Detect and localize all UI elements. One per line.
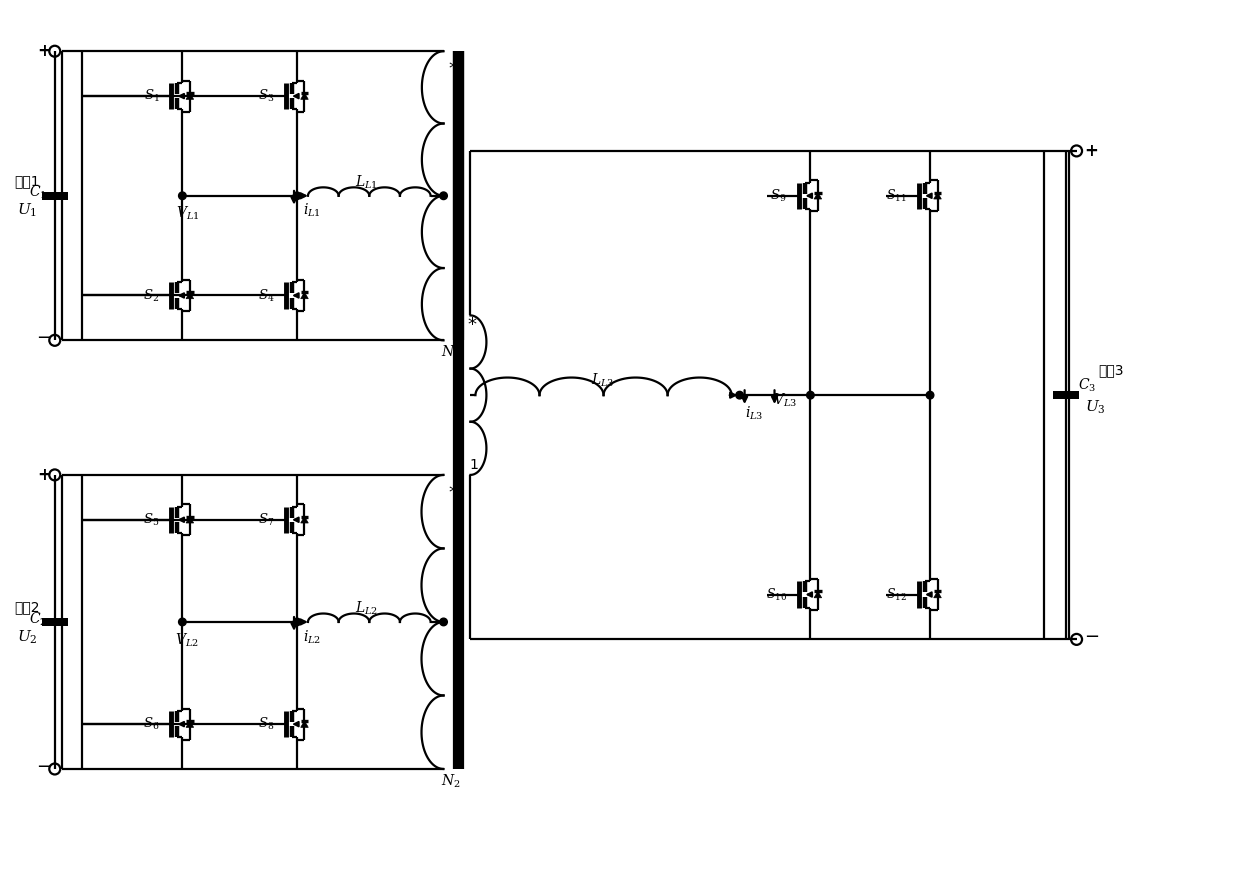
Text: $L_{L1}$: $L_{L1}$ bbox=[355, 174, 378, 190]
Text: 端口3: 端口3 bbox=[1099, 363, 1125, 377]
Text: $S_4$: $S_4$ bbox=[258, 287, 274, 303]
Text: $N_1$: $N_1$ bbox=[441, 344, 460, 361]
Polygon shape bbox=[300, 93, 309, 100]
Text: $V_{L2}$: $V_{L2}$ bbox=[176, 631, 200, 649]
Circle shape bbox=[926, 392, 934, 399]
Polygon shape bbox=[815, 591, 822, 598]
Circle shape bbox=[293, 619, 301, 626]
Text: $S_2$: $S_2$ bbox=[144, 287, 160, 303]
Text: $S_5$: $S_5$ bbox=[144, 512, 160, 528]
Text: *: * bbox=[448, 61, 458, 78]
Polygon shape bbox=[186, 721, 193, 727]
Circle shape bbox=[293, 192, 301, 199]
Text: $S_3$: $S_3$ bbox=[258, 88, 274, 104]
Text: $N_2$: $N_2$ bbox=[440, 773, 460, 789]
Text: −: − bbox=[36, 329, 51, 347]
Text: 端口2: 端口2 bbox=[14, 600, 40, 614]
Text: $S_1$: $S_1$ bbox=[144, 88, 159, 104]
Polygon shape bbox=[186, 292, 193, 299]
Circle shape bbox=[440, 192, 448, 199]
Text: −: − bbox=[36, 758, 51, 776]
Polygon shape bbox=[186, 93, 193, 100]
Text: $S_8$: $S_8$ bbox=[258, 716, 274, 732]
Text: $S_{11}$: $S_{11}$ bbox=[885, 188, 906, 204]
Text: $C_1$: $C_1$ bbox=[29, 184, 47, 201]
Text: $C_2$: $C_2$ bbox=[29, 611, 47, 627]
Polygon shape bbox=[300, 721, 309, 727]
Text: $V_{L1}$: $V_{L1}$ bbox=[176, 205, 200, 222]
Text: $U_3$: $U_3$ bbox=[1085, 399, 1106, 416]
Text: +: + bbox=[37, 42, 51, 61]
Text: $V_{L3}$: $V_{L3}$ bbox=[773, 392, 796, 409]
Text: $U_2$: $U_2$ bbox=[16, 628, 37, 645]
Text: 1: 1 bbox=[469, 458, 477, 472]
Text: *: * bbox=[467, 316, 477, 335]
Text: $U_1$: $U_1$ bbox=[17, 202, 37, 220]
Polygon shape bbox=[934, 192, 941, 199]
Text: $i_{L1}$: $i_{L1}$ bbox=[303, 202, 321, 220]
Text: $i_{L2}$: $i_{L2}$ bbox=[303, 628, 321, 645]
Circle shape bbox=[440, 619, 448, 626]
Circle shape bbox=[735, 392, 744, 399]
Text: *: * bbox=[448, 484, 458, 502]
Text: $S_{10}$: $S_{10}$ bbox=[766, 587, 787, 603]
Text: $S_{12}$: $S_{12}$ bbox=[885, 587, 906, 603]
Text: $C_3$: $C_3$ bbox=[1079, 376, 1096, 394]
Polygon shape bbox=[300, 516, 309, 523]
Text: $S_9$: $S_9$ bbox=[770, 188, 786, 204]
Polygon shape bbox=[815, 192, 822, 199]
Circle shape bbox=[179, 619, 186, 626]
Text: $S_6$: $S_6$ bbox=[144, 716, 160, 732]
Polygon shape bbox=[186, 516, 193, 523]
Text: $S_7$: $S_7$ bbox=[258, 512, 274, 528]
Text: $i_{L3}$: $i_{L3}$ bbox=[745, 404, 764, 422]
Text: 端口1: 端口1 bbox=[14, 174, 40, 188]
Polygon shape bbox=[934, 591, 941, 598]
Text: +: + bbox=[1085, 142, 1099, 160]
Polygon shape bbox=[300, 292, 309, 299]
Text: −: − bbox=[1084, 628, 1099, 646]
Circle shape bbox=[806, 392, 815, 399]
Text: $L_{L3}$: $L_{L3}$ bbox=[591, 371, 614, 389]
Text: +: + bbox=[37, 465, 51, 484]
Circle shape bbox=[179, 192, 186, 199]
Text: $L_{L2}$: $L_{L2}$ bbox=[355, 599, 378, 617]
